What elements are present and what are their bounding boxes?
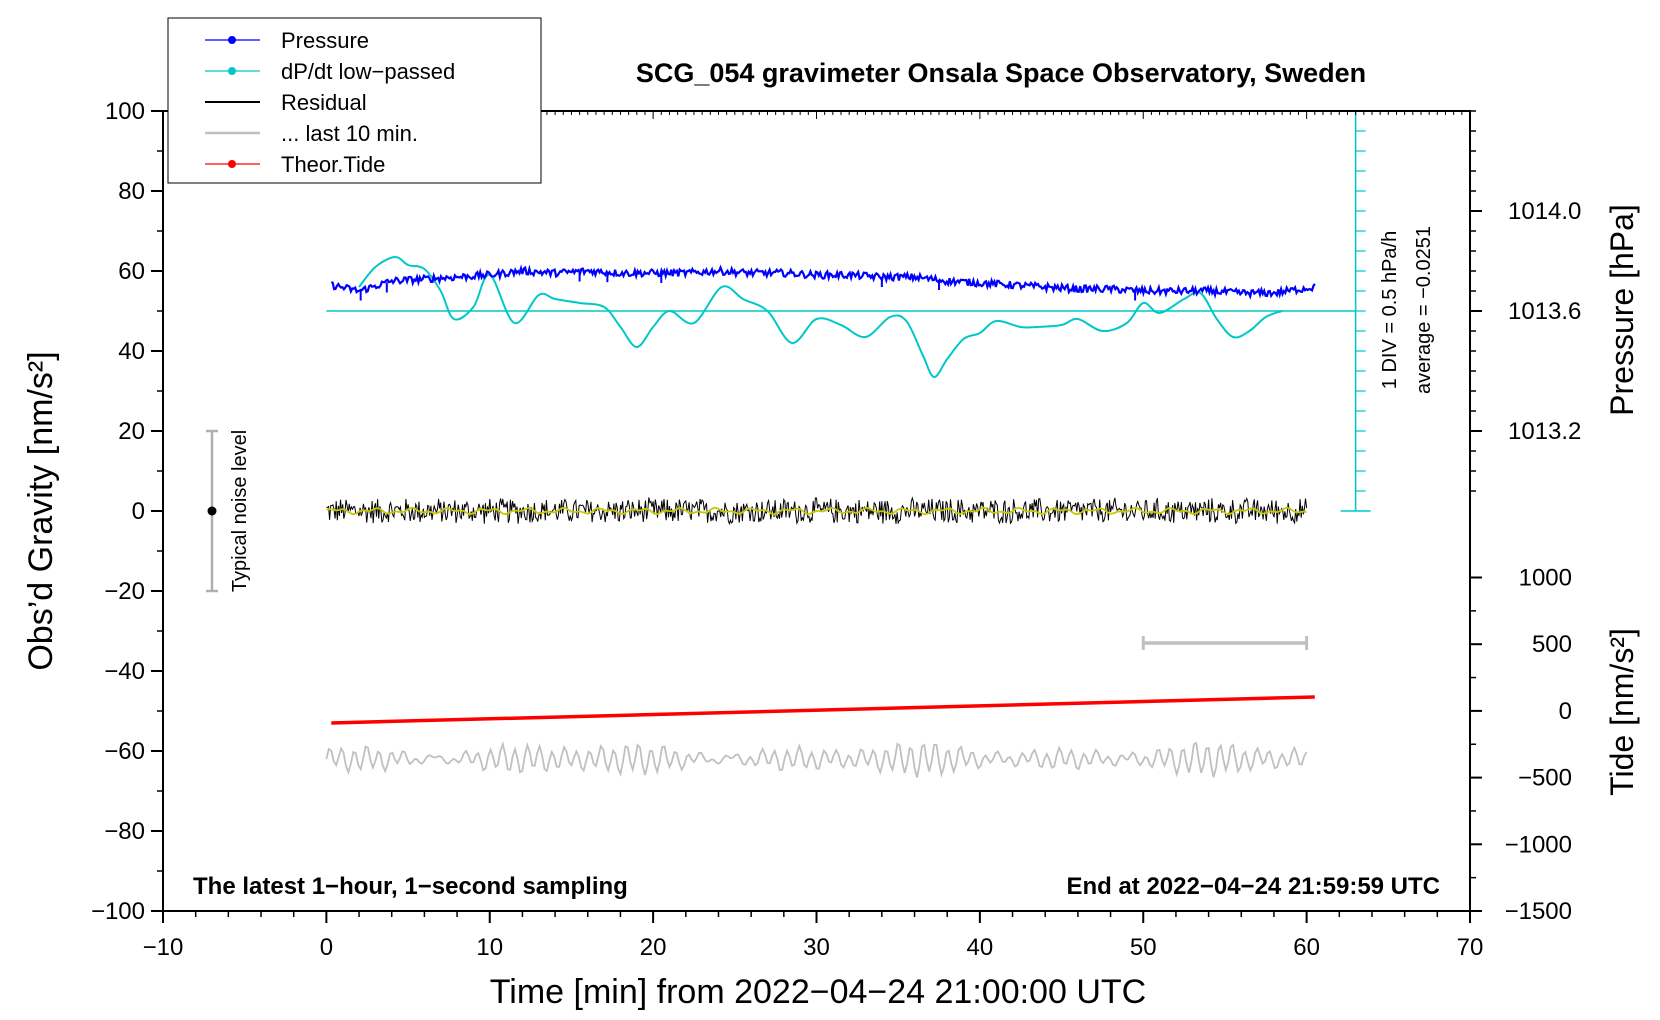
legend-marker-dpdt <box>228 67 236 75</box>
y-tick-label: −40 <box>104 658 145 685</box>
y-tick-label: 20 <box>118 418 145 445</box>
pressure-tick-label: 1013.6 <box>1508 298 1581 325</box>
legend-label-dpdt: dP/dt low−passed <box>281 59 455 84</box>
tide-tick-label: 500 <box>1532 631 1572 658</box>
legend-label-last10: ... last 10 min. <box>281 121 418 146</box>
x-tick-label: 10 <box>476 934 503 961</box>
legend-entry-dpdt: dP/dt low−passed <box>205 59 455 84</box>
axes-layer: −10 0 10 20 30 40 50 60 70−100−80−60−40−20020406… <box>91 98 1581 961</box>
y-tick-label: 80 <box>118 178 145 205</box>
tide-tick-label: −1000 <box>1505 831 1572 858</box>
noise-bar-center <box>207 506 217 516</box>
legend-entry-last10: ... last 10 min. <box>205 121 418 146</box>
x-tick-label: 30 <box>803 934 830 961</box>
series-theor-tide <box>331 695 1315 725</box>
x-tick-label: 50 <box>1130 934 1157 961</box>
y-tick-label: 60 <box>118 258 145 285</box>
chart-title: SCG_054 gravimeter Onsala Space Observat… <box>636 58 1366 88</box>
tide-tick-label: 0 <box>1559 698 1572 725</box>
legend: Pressure dP/dt low−passed Residual ... l… <box>167 17 542 184</box>
x-tick-label: −10 <box>143 934 184 961</box>
annotation-end-time: End at 2022−04−24 21:59:59 UTC <box>1066 873 1440 900</box>
x-tick-label: 70 <box>1457 934 1484 961</box>
annotation-sampling: The latest 1−hour, 1−second sampling <box>193 873 628 900</box>
legend-label-residual: Residual <box>281 90 367 115</box>
y-tick-label: −100 <box>91 898 145 925</box>
series-residual <box>326 496 1308 526</box>
dpdt-average-label: average = −0.0251 <box>1413 226 1435 394</box>
legend-entry-residual: Residual <box>205 90 367 115</box>
legend-entry-tide: Theor.Tide <box>205 152 385 177</box>
series-last-10-min <box>325 740 1308 778</box>
x-tick-label: 0 <box>320 934 333 961</box>
noise-level-label: Typical noise level <box>229 430 251 592</box>
y-axis-label-left: Obs’d Gravity [nm/s²] <box>22 351 60 670</box>
tide-tick-label: 1000 <box>1519 565 1572 592</box>
y-tick-label: −20 <box>104 578 145 605</box>
y-axis-label-tide: Tide [nm/s²] <box>1604 628 1640 796</box>
y-tick-label: 40 <box>118 338 145 365</box>
y-tick-label: 0 <box>132 498 145 525</box>
legend-marker-tide <box>228 160 236 168</box>
tide-tick-label: −1500 <box>1505 898 1572 925</box>
legend-box <box>167 17 542 184</box>
pressure-tick-label: 1013.2 <box>1508 418 1581 445</box>
legend-label-tide: Theor.Tide <box>281 152 385 177</box>
x-axis-label: Time [min] from 2022−04−24 21:00:00 UTC <box>490 973 1146 1011</box>
pressure-tick-label: 1014.0 <box>1508 198 1581 225</box>
series-residual-lowpassed <box>326 506 1307 516</box>
y-tick-label: −80 <box>104 818 145 845</box>
legend-entry-pressure: Pressure <box>205 28 369 53</box>
y-tick-label: 100 <box>105 98 145 125</box>
legend-label-pressure: Pressure <box>281 28 369 53</box>
x-tick-label: 40 <box>967 934 994 961</box>
y-tick-label: −60 <box>104 738 145 765</box>
x-tick-label: 20 <box>640 934 667 961</box>
y-axis-label-pressure: Pressure [hPa] <box>1604 204 1640 416</box>
series-pressure <box>330 264 1316 300</box>
x-tick-label: 60 <box>1293 934 1320 961</box>
dpdt-div-label: 1 DIV = 0.5 hPa/h <box>1379 231 1401 389</box>
series-layer <box>206 110 1371 778</box>
legend-marker-pressure <box>228 36 236 44</box>
tide-tick-label: −500 <box>1518 765 1572 792</box>
